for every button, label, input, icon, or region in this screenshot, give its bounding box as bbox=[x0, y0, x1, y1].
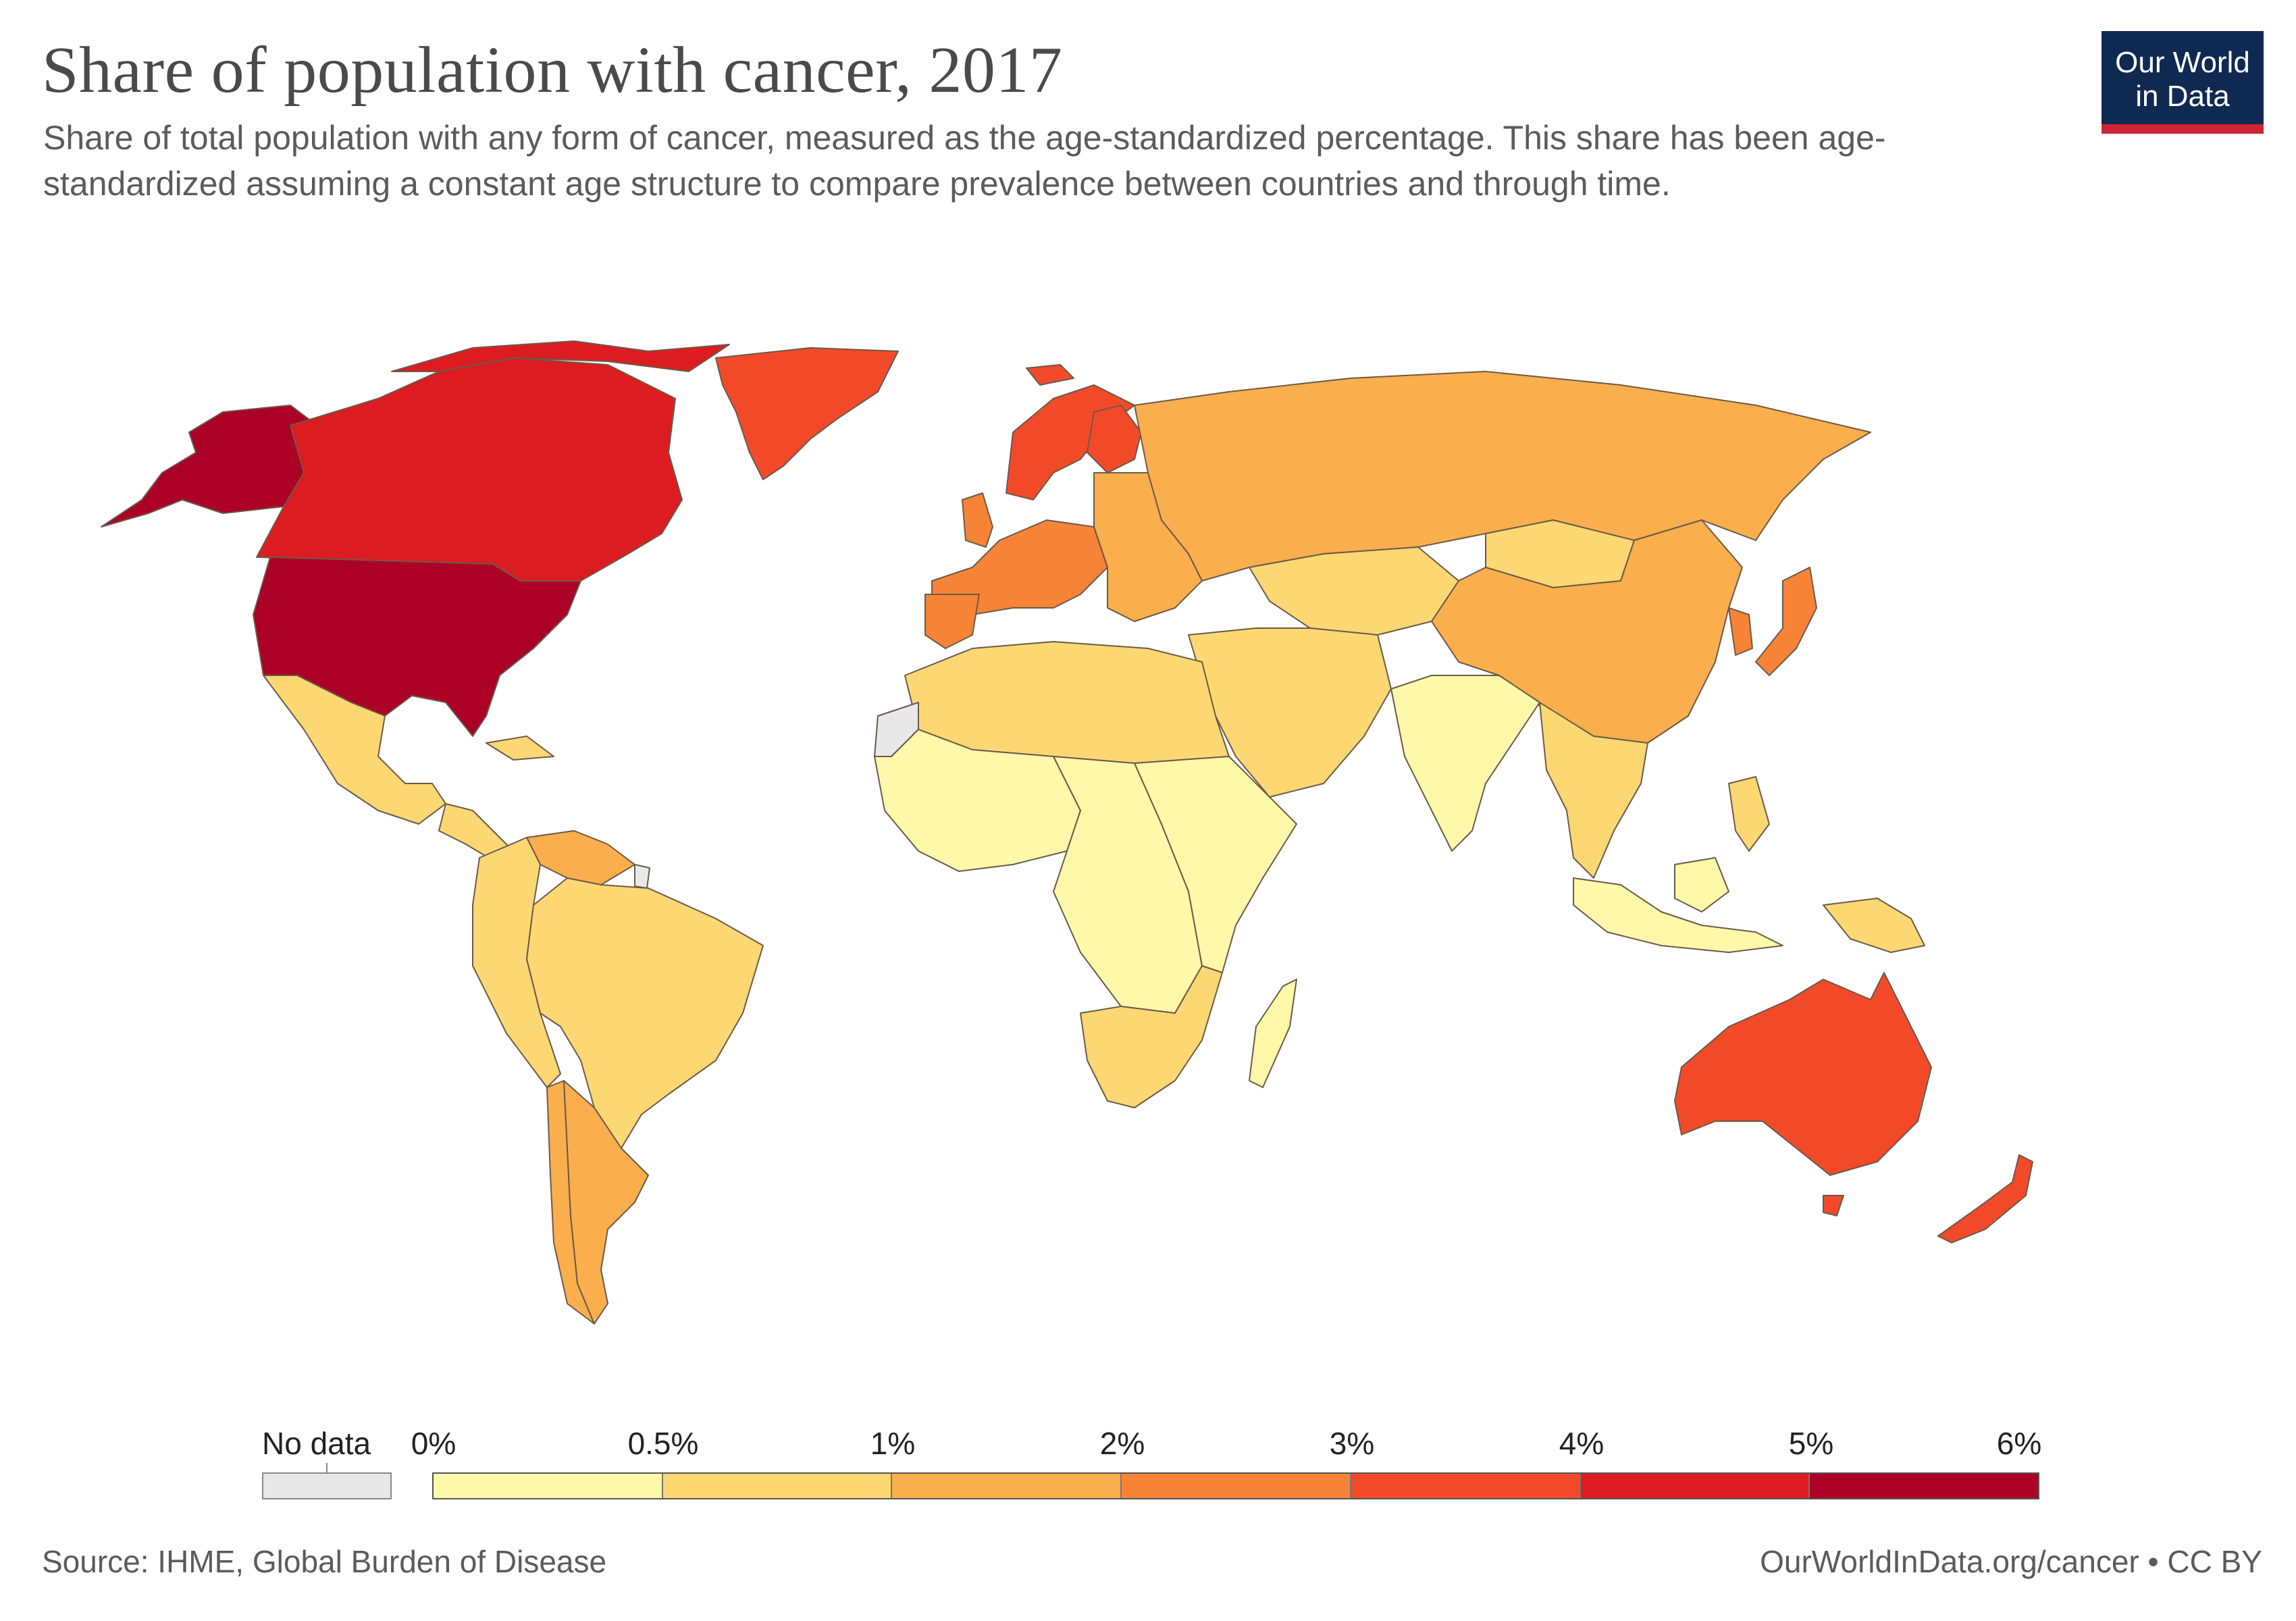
legend-tick-7: 6% bbox=[1996, 1426, 2042, 1461]
region-canada-arctic[interactable] bbox=[391, 340, 730, 372]
url-license[interactable]: OurWorldInData.org/cancer • CC BY bbox=[1760, 1544, 2262, 1579]
region-tasmania[interactable] bbox=[1823, 1195, 1844, 1216]
region-east-africa[interactable] bbox=[1134, 756, 1297, 973]
region-korea[interactable] bbox=[1728, 607, 1753, 656]
chart-title: Share of population with cancer, 2017 bbox=[42, 34, 1063, 107]
region-southeast-asia[interactable] bbox=[1539, 702, 1648, 879]
region-argentina[interactable] bbox=[563, 1080, 649, 1324]
legend-tick-0: 0% bbox=[411, 1426, 456, 1461]
region-uk[interactable] bbox=[962, 492, 993, 548]
legend-no-data-tick bbox=[326, 1463, 328, 1472]
legend-bin-5[interactable] bbox=[1580, 1474, 1810, 1498]
region-brazil[interactable] bbox=[526, 877, 764, 1149]
region-borneo[interactable] bbox=[1674, 857, 1729, 912]
region-greenland[interactable] bbox=[715, 347, 899, 480]
legend-bin-0[interactable] bbox=[434, 1474, 663, 1498]
legend-color-scale bbox=[432, 1472, 2039, 1499]
region-canada[interactable] bbox=[256, 357, 683, 582]
region-southern-africa[interactable] bbox=[1080, 965, 1223, 1108]
legend-bin-4[interactable] bbox=[1351, 1474, 1581, 1498]
region-iceland[interactable] bbox=[1026, 364, 1074, 386]
region-papua-new-guinea[interactable] bbox=[1823, 898, 1925, 953]
region-middle-east[interactable] bbox=[1188, 627, 1392, 798]
legend-tick-4: 3% bbox=[1329, 1426, 1375, 1461]
world-map bbox=[101, 340, 2033, 1324]
owid-logo[interactable]: Our World in Data bbox=[2102, 31, 2264, 134]
region-mexico[interactable] bbox=[263, 675, 446, 825]
region-india[interactable] bbox=[1390, 675, 1540, 852]
region-japan[interactable] bbox=[1755, 567, 1817, 676]
region-australia[interactable] bbox=[1674, 972, 1932, 1176]
legend-tick-2: 1% bbox=[870, 1426, 916, 1461]
legend-tick-5: 4% bbox=[1559, 1426, 1604, 1461]
legend-bin-6[interactable] bbox=[1810, 1474, 2039, 1498]
legend-tick-1: 0.5% bbox=[627, 1426, 699, 1461]
region-andes[interactable] bbox=[472, 837, 561, 1088]
legend-tick-6: 5% bbox=[1788, 1426, 1834, 1461]
region-venezuela[interactable] bbox=[526, 830, 635, 885]
legend-no-data-label: No data bbox=[262, 1426, 371, 1461]
region-new-zealand[interactable] bbox=[1937, 1154, 2033, 1243]
region-finland[interactable] bbox=[1087, 405, 1142, 473]
legend-tick-3: 2% bbox=[1099, 1426, 1145, 1461]
region-madagascar[interactable] bbox=[1249, 979, 1297, 1088]
legend-bin-3[interactable] bbox=[1122, 1474, 1351, 1498]
legend-no-data-swatch[interactable] bbox=[262, 1472, 392, 1499]
legend-bin-1[interactable] bbox=[662, 1474, 893, 1498]
region-cuba[interactable] bbox=[486, 736, 554, 761]
chart-subtitle: Share of total population with any form … bbox=[43, 119, 1886, 203]
region-indonesia[interactable] bbox=[1573, 877, 1783, 953]
logo-line-2: in Data bbox=[2135, 80, 2230, 113]
region-iberia[interactable] bbox=[924, 594, 980, 649]
logo-line-1: Our World bbox=[2115, 46, 2250, 79]
source-note[interactable]: Source: IHME, Global Burden of Disease bbox=[42, 1544, 607, 1579]
region-philippines[interactable] bbox=[1728, 776, 1770, 852]
region-french-guiana[interactable] bbox=[634, 864, 650, 889]
legend-bin-2[interactable] bbox=[892, 1474, 1122, 1498]
